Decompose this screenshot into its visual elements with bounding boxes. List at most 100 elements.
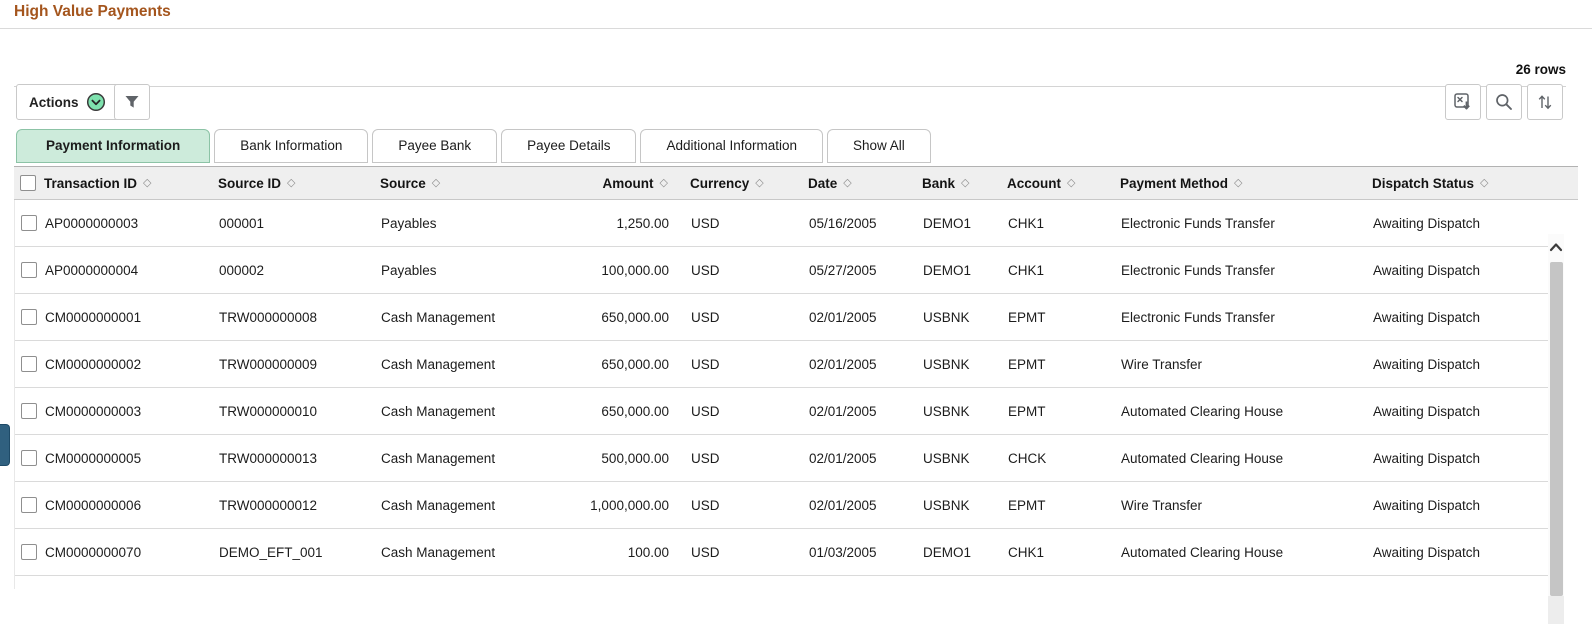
table-row[interactable]: CM0000000003 TRW000000010 Cash Management 6… [15,388,1548,435]
tab-additional-information[interactable]: Additional Information [640,129,824,163]
column-header-source[interactable]: Source ◇ [380,176,556,191]
cell-payment-method: Automated Clearing House [1121,403,1284,419]
cell-account: EPMT [1008,403,1046,419]
tab-bar: Payment Information Bank Information Payee… [16,129,935,163]
payments-grid: Transaction ID ◇ Source ID ◇ Source ◇ Amount ◇ C… [14,166,1578,624]
tab-show-all[interactable]: Show All [827,129,931,163]
row-checkbox[interactable] [21,356,37,372]
select-all-checkbox[interactable] [20,175,36,191]
cell-dispatch-status: Awaiting Dispatch [1373,497,1481,513]
cell-currency: USD [691,497,720,513]
cell-account: EPMT [1008,497,1046,513]
cell-amount: 100.00 [627,544,669,560]
download-grid-button[interactable] [1445,84,1481,120]
table-row[interactable]: CM0000000002 TRW000000009 Cash Management 6… [15,341,1548,388]
row-checkbox[interactable] [21,450,37,466]
column-header-label: Source [380,175,426,191]
column-header-payment-method[interactable]: Payment Method ◇ [1116,176,1369,191]
row-checkbox[interactable] [21,215,37,231]
cell-transaction-id: CM0000000002 [45,356,142,372]
cell-payment-method: Wire Transfer [1121,356,1203,372]
funnel-icon [123,93,141,111]
row-select-cell [15,497,45,513]
table-row[interactable]: AP0000000003 000001 Payables 1,250.00 USD 05/… [15,200,1548,247]
cell-currency: USD [691,215,720,231]
tab-label: Show All [853,138,905,153]
tab-payment-information[interactable]: Payment Information [16,129,211,163]
cell-source: Cash Management [381,356,496,372]
cell-currency: USD [691,262,720,278]
table-row[interactable]: AP0000000004 000002 Payables 100,000.00 USD 0… [15,247,1548,294]
table-row[interactable]: CM0000000005 TRW000000013 Cash Management 5… [15,435,1548,482]
cell-amount: 100,000.00 [601,262,669,278]
select-all-cell [14,175,44,191]
tab-bank-information[interactable]: Bank Information [214,129,369,163]
tab-label: Payment Information [46,138,181,153]
column-header-currency[interactable]: Currency ◇ [668,176,796,191]
cell-currency: USD [691,309,720,325]
cell-source-id: 000001 [219,215,265,231]
cell-source: Payables [381,262,437,278]
row-count-label: 26 rows [1515,62,1566,77]
cell-payment-method: Electronic Funds Transfer [1121,215,1275,231]
vertical-scrollbar[interactable] [1548,234,1564,624]
cell-bank: DEMO1 [923,262,972,278]
column-header-source-id[interactable]: Source ID ◇ [218,176,380,191]
toolbar-divider [14,86,1566,87]
column-header-label: Dispatch Status [1372,175,1475,191]
actions-button[interactable]: Actions [16,84,119,120]
row-checkbox[interactable] [21,497,37,513]
cell-date: 05/16/2005 [809,215,877,231]
tab-label: Bank Information [240,138,343,153]
column-header-label: Source ID [218,175,282,191]
column-header-date[interactable]: Date ◇ [796,176,909,191]
sort-diamond-icon: ◇ [1067,176,1076,189]
side-drawer-handle[interactable] [0,424,10,466]
cell-date: 01/03/2005 [809,544,877,560]
scroll-up-arrow-icon[interactable] [1548,234,1564,260]
scrollbar-thumb[interactable] [1549,262,1563,596]
cell-payment-method: Electronic Funds Transfer [1121,262,1275,278]
cell-amount: 1,250.00 [616,215,669,231]
magnifier-icon [1494,92,1514,112]
row-checkbox[interactable] [21,544,37,560]
cell-source: Cash Management [381,309,496,325]
cell-amount: 650,000.00 [601,403,669,419]
table-row[interactable]: CM0000000070 DEMO_EFT_001 Cash Management 1… [15,529,1548,576]
cell-transaction-id: CM0000000070 [45,544,142,560]
tab-payee-details[interactable]: Payee Details [501,129,637,163]
filter-button[interactable] [114,84,150,120]
sort-button[interactable] [1527,84,1563,120]
sort-diamond-icon: ◇ [843,176,852,189]
table-row-partial [15,576,1548,589]
row-checkbox[interactable] [21,262,37,278]
cell-source-id: TRW000000008 [219,309,318,325]
column-header-transaction-id[interactable]: Transaction ID ◇ [44,176,218,191]
row-select-cell [15,356,45,372]
cell-source-id: TRW000000009 [219,356,318,372]
row-checkbox[interactable] [21,403,37,419]
scrollbar-track-end[interactable] [1548,596,1564,624]
actions-button-label: Actions [29,94,79,110]
column-header-bank[interactable]: Bank ◇ [909,176,1003,191]
cell-currency: USD [691,544,720,560]
table-row[interactable]: CM0000000006 TRW000000012 Cash Management 1… [15,482,1548,529]
cell-payment-method: Automated Clearing House [1121,544,1284,560]
cell-amount: 1,000,000.00 [590,497,669,513]
table-row[interactable]: CM0000000001 TRW000000008 Cash Management 6… [15,294,1548,341]
tab-label: Additional Information [666,138,798,153]
cell-dispatch-status: Awaiting Dispatch [1373,356,1481,372]
column-header-account[interactable]: Account ◇ [1003,176,1116,191]
cell-transaction-id: CM0000000006 [45,497,142,513]
cell-payment-method: Automated Clearing House [1121,450,1284,466]
column-header-amount[interactable]: Amount ◇ [556,176,668,191]
column-header-dispatch-status[interactable]: Dispatch Status ◇ [1369,176,1547,191]
search-button[interactable] [1486,84,1522,120]
sort-diamond-icon: ◇ [1480,176,1489,189]
cell-date: 02/01/2005 [809,497,877,513]
cell-bank: DEMO1 [923,215,972,231]
tab-payee-bank[interactable]: Payee Bank [372,129,498,163]
cell-dispatch-status: Awaiting Dispatch [1373,403,1481,419]
cell-source: Cash Management [381,403,496,419]
row-checkbox[interactable] [21,309,37,325]
